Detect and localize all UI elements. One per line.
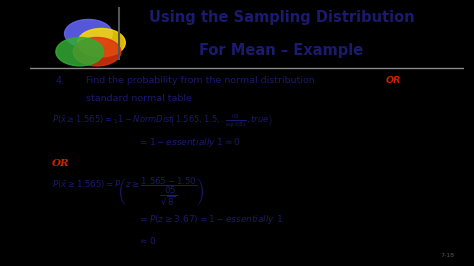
Circle shape <box>73 38 121 66</box>
Text: $\approx 0$: $\approx 0$ <box>138 235 156 246</box>
Text: standard normal table: standard normal table <box>86 94 192 103</box>
Text: 7-18: 7-18 <box>441 253 455 258</box>
Circle shape <box>56 38 104 66</box>
Text: OR: OR <box>52 159 69 168</box>
Text: Using the Sampling Distribution: Using the Sampling Distribution <box>149 10 414 25</box>
Text: $P(\bar{x} \geq 1.565) =_{1} 1 - NormDist\!\left(1.565, 1.5, .\frac{05}{sqrt(8)}: $P(\bar{x} \geq 1.565) =_{1} 1 - NormDis… <box>52 112 273 130</box>
Text: $P(\bar{x} \geq 1.565) = P\!\left(z \geq \dfrac{1.565 - 1.50}{\dfrac{.05}{\sqrt{: $P(\bar{x} \geq 1.565) = P\!\left(z \geq… <box>52 176 204 208</box>
Text: Find the probability from the normal distribution: Find the probability from the normal dis… <box>86 76 315 85</box>
Text: $= P(z \geq 3.67) = 1 - essentially\ 1$: $= P(z \geq 3.67) = 1 - essentially\ 1$ <box>138 213 283 226</box>
Text: OR: OR <box>385 76 401 85</box>
Text: 4.: 4. <box>56 76 65 86</box>
Circle shape <box>64 19 112 48</box>
Text: For Mean – Example: For Mean – Example <box>199 43 364 58</box>
Text: $= 1 - essentially\ 1 \approx 0$: $= 1 - essentially\ 1 \approx 0$ <box>138 136 241 148</box>
Circle shape <box>78 28 125 57</box>
